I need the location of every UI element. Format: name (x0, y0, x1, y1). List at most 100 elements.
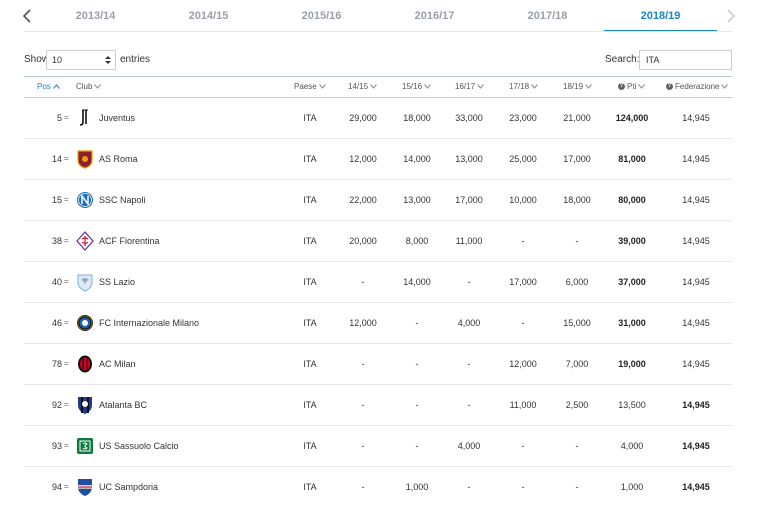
season-value: 8,000 (405, 236, 429, 246)
table-row[interactable]: 5 = Juventus ITA 29,000 18,000 33,000 23… (24, 98, 732, 139)
header-fed-label: Federazione (675, 82, 720, 91)
header-country[interactable]: Paese (294, 77, 326, 97)
season-tab-2016-17[interactable]: 2016/17 (414, 10, 455, 22)
club-name[interactable]: US Sassuolo Calcio (99, 441, 179, 451)
trend-cell: = (64, 318, 69, 327)
header-federation[interactable]: ? Federazione (666, 77, 729, 97)
club-name[interactable]: SSC Napoli (99, 195, 146, 205)
points-cell: 81,000 (618, 154, 646, 164)
season-value: 14,000 (403, 154, 431, 164)
entries-value: 10 (52, 55, 63, 65)
inter-logo (76, 313, 94, 333)
table-row[interactable]: 40 = SS Lazio ITA - 14,000 - 17,000 6,00… (24, 262, 732, 303)
table-row[interactable]: 15 = SSC Napoli ITA 22,000 13,000 17,000… (24, 180, 732, 221)
pos-cell: 40 (51, 277, 62, 287)
search-input[interactable] (639, 50, 732, 70)
country-cell: ITA (303, 113, 317, 123)
season-tab-2014-15[interactable]: 2014/15 (188, 10, 229, 22)
season-tab-2015-16[interactable]: 2015/16 (301, 10, 342, 22)
entries-select[interactable]: 10 (46, 50, 116, 70)
napoli-logo (76, 190, 94, 210)
club-name[interactable]: UC Sampdoria (99, 482, 159, 492)
table-row[interactable]: 78 = AC Milan ITA - - - 12,000 7,000 19,… (24, 344, 732, 385)
country-cell: ITA (303, 441, 317, 451)
header-club[interactable]: Club (76, 77, 102, 97)
points-cell: 124,000 (615, 113, 649, 123)
chevron-left-icon[interactable] (20, 8, 36, 24)
club-name[interactable]: AC Milan (99, 359, 136, 369)
table-row[interactable]: 46 = FC Internazionale Milano ITA 12,000… (24, 303, 732, 344)
header-points[interactable]: ? Pti (618, 77, 646, 97)
header-season-15-16[interactable]: 15/16 (402, 77, 431, 97)
table-row[interactable]: 14 = AS Roma ITA 12,000 14,000 13,000 25… (24, 139, 732, 180)
club-name[interactable]: SS Lazio (99, 277, 136, 287)
question-icon[interactable]: ? (618, 83, 625, 91)
club-name[interactable]: AS Roma (99, 154, 138, 164)
trend-cell: = (64, 359, 69, 368)
season-value: 17,000 (509, 277, 537, 287)
season-value: - (361, 482, 365, 492)
chevron-down-icon (638, 84, 646, 90)
season-tab-2018-19[interactable]: 2018/19 (604, 0, 717, 32)
header-season-16-17[interactable]: 16/17 (455, 77, 484, 97)
header-club-label: Club (76, 82, 93, 91)
season-value: - (467, 482, 471, 492)
season-value: 4,000 (457, 441, 481, 451)
header-season-18-19[interactable]: 18/19 (563, 77, 592, 97)
season-value: 7,000 (565, 359, 589, 369)
table-row[interactable]: 94 = UC Sampdoria ITA - 1,000 - - - 1,00… (24, 467, 732, 507)
season-value: 1,000 (405, 482, 429, 492)
season-value: - (467, 277, 471, 287)
chevron-down-icon (424, 84, 431, 90)
trend-cell: = (64, 482, 69, 491)
table-body: 5 = Juventus ITA 29,000 18,000 33,000 23… (24, 98, 732, 507)
header-season-17-18[interactable]: 17/18 (509, 77, 538, 97)
entries-label: entries (120, 54, 151, 65)
question-icon[interactable]: ? (666, 83, 673, 91)
table-row[interactable]: 92 = Atalanta BC ITA - - - 11,000 2,500 … (24, 385, 732, 426)
season-value: 12,000 (349, 318, 377, 328)
table-row[interactable]: 93 = US Sassuolo Calcio ITA - - 4,000 - … (24, 426, 732, 467)
season-value: 12,000 (349, 154, 377, 164)
points-cell: 1,000 (620, 482, 644, 492)
federation-cell: 14,945 (682, 154, 710, 164)
chevron-right-icon[interactable] (722, 8, 738, 24)
season-value: 23,000 (509, 113, 537, 123)
header-pos[interactable]: Pos (37, 77, 60, 97)
country-cell: ITA (303, 195, 317, 205)
season-value: - (467, 400, 471, 410)
country-cell: ITA (303, 400, 317, 410)
table-header: Pos Club Paese 14/15 15/16 16/17 17/18 1… (24, 76, 732, 98)
pos-cell: 78 (51, 359, 62, 369)
season-value: 10,000 (509, 195, 537, 205)
season-value: 33,000 (455, 113, 483, 123)
pos-cell: 46 (51, 318, 62, 328)
chevron-down-icon (531, 84, 538, 90)
club-name[interactable]: ACF Fiorentina (99, 236, 160, 246)
header-pts-label: Pti (627, 82, 637, 91)
chevron-down-icon (318, 84, 326, 90)
header-season-14-15[interactable]: 14/15 (348, 77, 377, 97)
club-name[interactable]: FC Internazionale Milano (99, 318, 200, 328)
trend-cell: = (64, 441, 69, 450)
header-s2-label: 15/16 (402, 82, 423, 91)
table-row[interactable]: 38 = ACF Fiorentina ITA 20,000 8,000 11,… (24, 221, 732, 262)
season-value: - (415, 359, 419, 369)
season-value: 4,000 (457, 318, 481, 328)
header-s4-label: 17/18 (509, 82, 530, 91)
club-name[interactable]: Juventus (99, 113, 136, 123)
chevron-up-icon (52, 84, 60, 90)
season-value: - (521, 236, 525, 246)
show-label: Show (24, 54, 50, 65)
sampdoria-logo (76, 477, 94, 497)
season-value: 13,000 (455, 154, 483, 164)
club-name[interactable]: Atalanta BC (99, 400, 148, 410)
season-value: - (415, 400, 419, 410)
season-tab-2017-18[interactable]: 2017/18 (527, 10, 568, 22)
points-cell: 39,000 (618, 236, 646, 246)
federation-cell: 14,945 (682, 113, 710, 123)
trend-cell: = (64, 400, 69, 409)
season-tab-2013-14[interactable]: 2013/14 (75, 10, 116, 22)
season-value: - (467, 359, 471, 369)
chevron-down-icon (585, 84, 592, 90)
